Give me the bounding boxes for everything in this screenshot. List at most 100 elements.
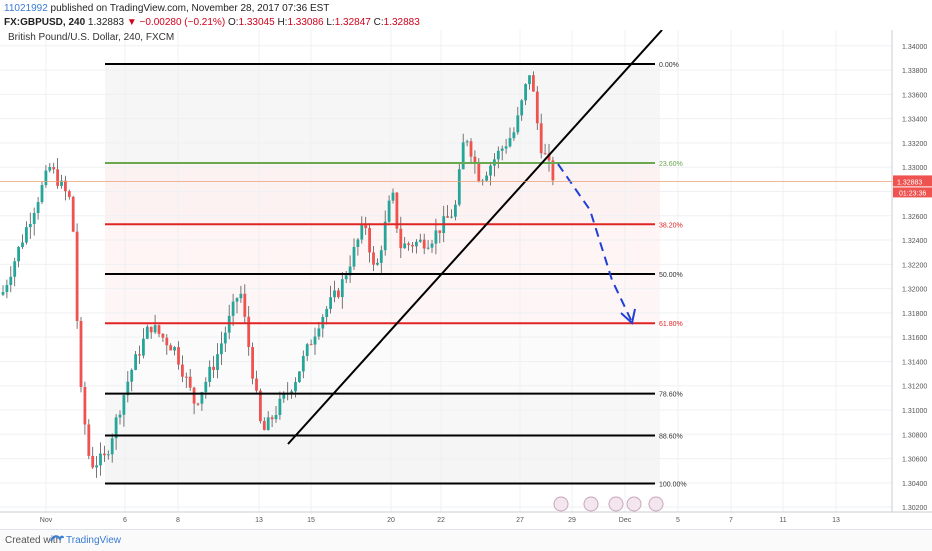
candle[interactable] xyxy=(337,287,340,299)
chart-area[interactable]: 0.00% 23.60% 38.20% 50.00% 61.80% 78.60% 88.60… xyxy=(0,29,932,525)
candle[interactable] xyxy=(430,239,434,253)
candle[interactable] xyxy=(301,350,305,379)
candle[interactable] xyxy=(535,86,539,130)
candle[interactable] xyxy=(212,355,215,378)
candle[interactable] xyxy=(32,207,36,236)
candle[interactable] xyxy=(87,419,91,460)
candle[interactable] xyxy=(40,181,44,205)
candle[interactable] xyxy=(184,372,188,388)
candle[interactable] xyxy=(317,321,321,340)
candle[interactable] xyxy=(177,341,180,370)
candle[interactable] xyxy=(165,334,169,355)
candle[interactable] xyxy=(340,272,344,309)
candle[interactable] xyxy=(368,223,371,263)
projection-arrow[interactable] xyxy=(557,163,632,321)
candle[interactable] xyxy=(376,258,379,266)
candle[interactable] xyxy=(411,241,414,253)
candle[interactable] xyxy=(64,175,67,201)
candle[interactable] xyxy=(204,377,208,399)
candle[interactable] xyxy=(134,351,137,371)
candle[interactable] xyxy=(356,237,360,256)
candle[interactable] xyxy=(145,324,149,340)
event-flag-icon[interactable] xyxy=(608,496,624,512)
candle[interactable] xyxy=(524,83,527,106)
candle[interactable] xyxy=(118,410,122,425)
candle[interactable] xyxy=(266,411,270,431)
candle[interactable] xyxy=(223,326,227,352)
idea-id-link[interactable]: 11021992 xyxy=(4,3,48,14)
trendline[interactable] xyxy=(287,29,663,445)
candle[interactable] xyxy=(270,415,274,428)
candle[interactable] xyxy=(103,445,106,462)
candle[interactable] xyxy=(161,333,165,343)
candle[interactable] xyxy=(44,165,48,188)
candle[interactable] xyxy=(528,75,531,90)
candle[interactable] xyxy=(255,370,258,393)
candle[interactable] xyxy=(539,113,543,159)
candle[interactable] xyxy=(235,297,239,314)
candle[interactable] xyxy=(485,171,488,182)
candle[interactable] xyxy=(130,368,134,392)
candle[interactable] xyxy=(547,144,551,172)
candle[interactable] xyxy=(407,241,410,251)
candle[interactable] xyxy=(251,342,254,385)
candle[interactable] xyxy=(173,346,176,356)
candle[interactable] xyxy=(391,188,395,204)
candle[interactable] xyxy=(5,279,9,299)
candle[interactable] xyxy=(95,456,98,478)
candle[interactable] xyxy=(551,156,555,186)
candle[interactable] xyxy=(220,331,223,365)
candle[interactable] xyxy=(352,238,356,270)
candle[interactable] xyxy=(415,239,418,254)
candle[interactable] xyxy=(422,233,426,255)
candle[interactable] xyxy=(231,293,235,326)
candle[interactable] xyxy=(426,240,430,250)
candle[interactable] xyxy=(278,391,282,420)
candle[interactable] xyxy=(454,200,457,221)
candle[interactable] xyxy=(75,223,79,329)
candle[interactable] xyxy=(520,99,524,121)
candle[interactable] xyxy=(239,285,243,303)
candle[interactable] xyxy=(360,216,364,244)
event-flag-icon[interactable] xyxy=(626,496,642,512)
candle[interactable] xyxy=(418,233,422,243)
candle[interactable] xyxy=(469,138,473,163)
candle[interactable] xyxy=(383,210,387,256)
candle[interactable] xyxy=(329,285,332,314)
candle[interactable] xyxy=(200,391,204,411)
candle[interactable] xyxy=(192,386,196,415)
candle[interactable] xyxy=(28,212,32,239)
candle[interactable] xyxy=(216,343,219,379)
candle[interactable] xyxy=(110,433,114,463)
candle[interactable] xyxy=(227,304,231,340)
candle[interactable] xyxy=(169,343,173,351)
candle[interactable] xyxy=(91,446,95,469)
candle[interactable] xyxy=(9,266,13,293)
candle[interactable] xyxy=(379,245,383,275)
candle[interactable] xyxy=(1,285,5,297)
candle[interactable] xyxy=(36,196,40,220)
candle[interactable] xyxy=(71,195,75,233)
candle[interactable] xyxy=(60,174,63,189)
candle[interactable] xyxy=(181,355,184,383)
candle[interactable] xyxy=(504,138,508,154)
candle[interactable] xyxy=(500,145,504,161)
candle[interactable] xyxy=(149,326,153,339)
candle[interactable] xyxy=(262,417,266,431)
candle[interactable] xyxy=(450,209,453,219)
event-flag-icon[interactable] xyxy=(553,496,569,512)
candle[interactable] xyxy=(348,255,352,283)
candle[interactable] xyxy=(387,195,391,223)
candle[interactable] xyxy=(438,230,442,244)
candle[interactable] xyxy=(298,371,301,383)
candle[interactable] xyxy=(13,257,17,287)
candle[interactable] xyxy=(153,314,157,335)
candle[interactable] xyxy=(138,345,141,365)
candle[interactable] xyxy=(99,442,102,476)
candle[interactable] xyxy=(403,236,407,249)
candle[interactable] xyxy=(17,246,20,268)
candle[interactable] xyxy=(364,216,368,235)
candle[interactable] xyxy=(188,368,192,391)
candle[interactable] xyxy=(274,406,278,423)
candle[interactable] xyxy=(457,161,461,207)
